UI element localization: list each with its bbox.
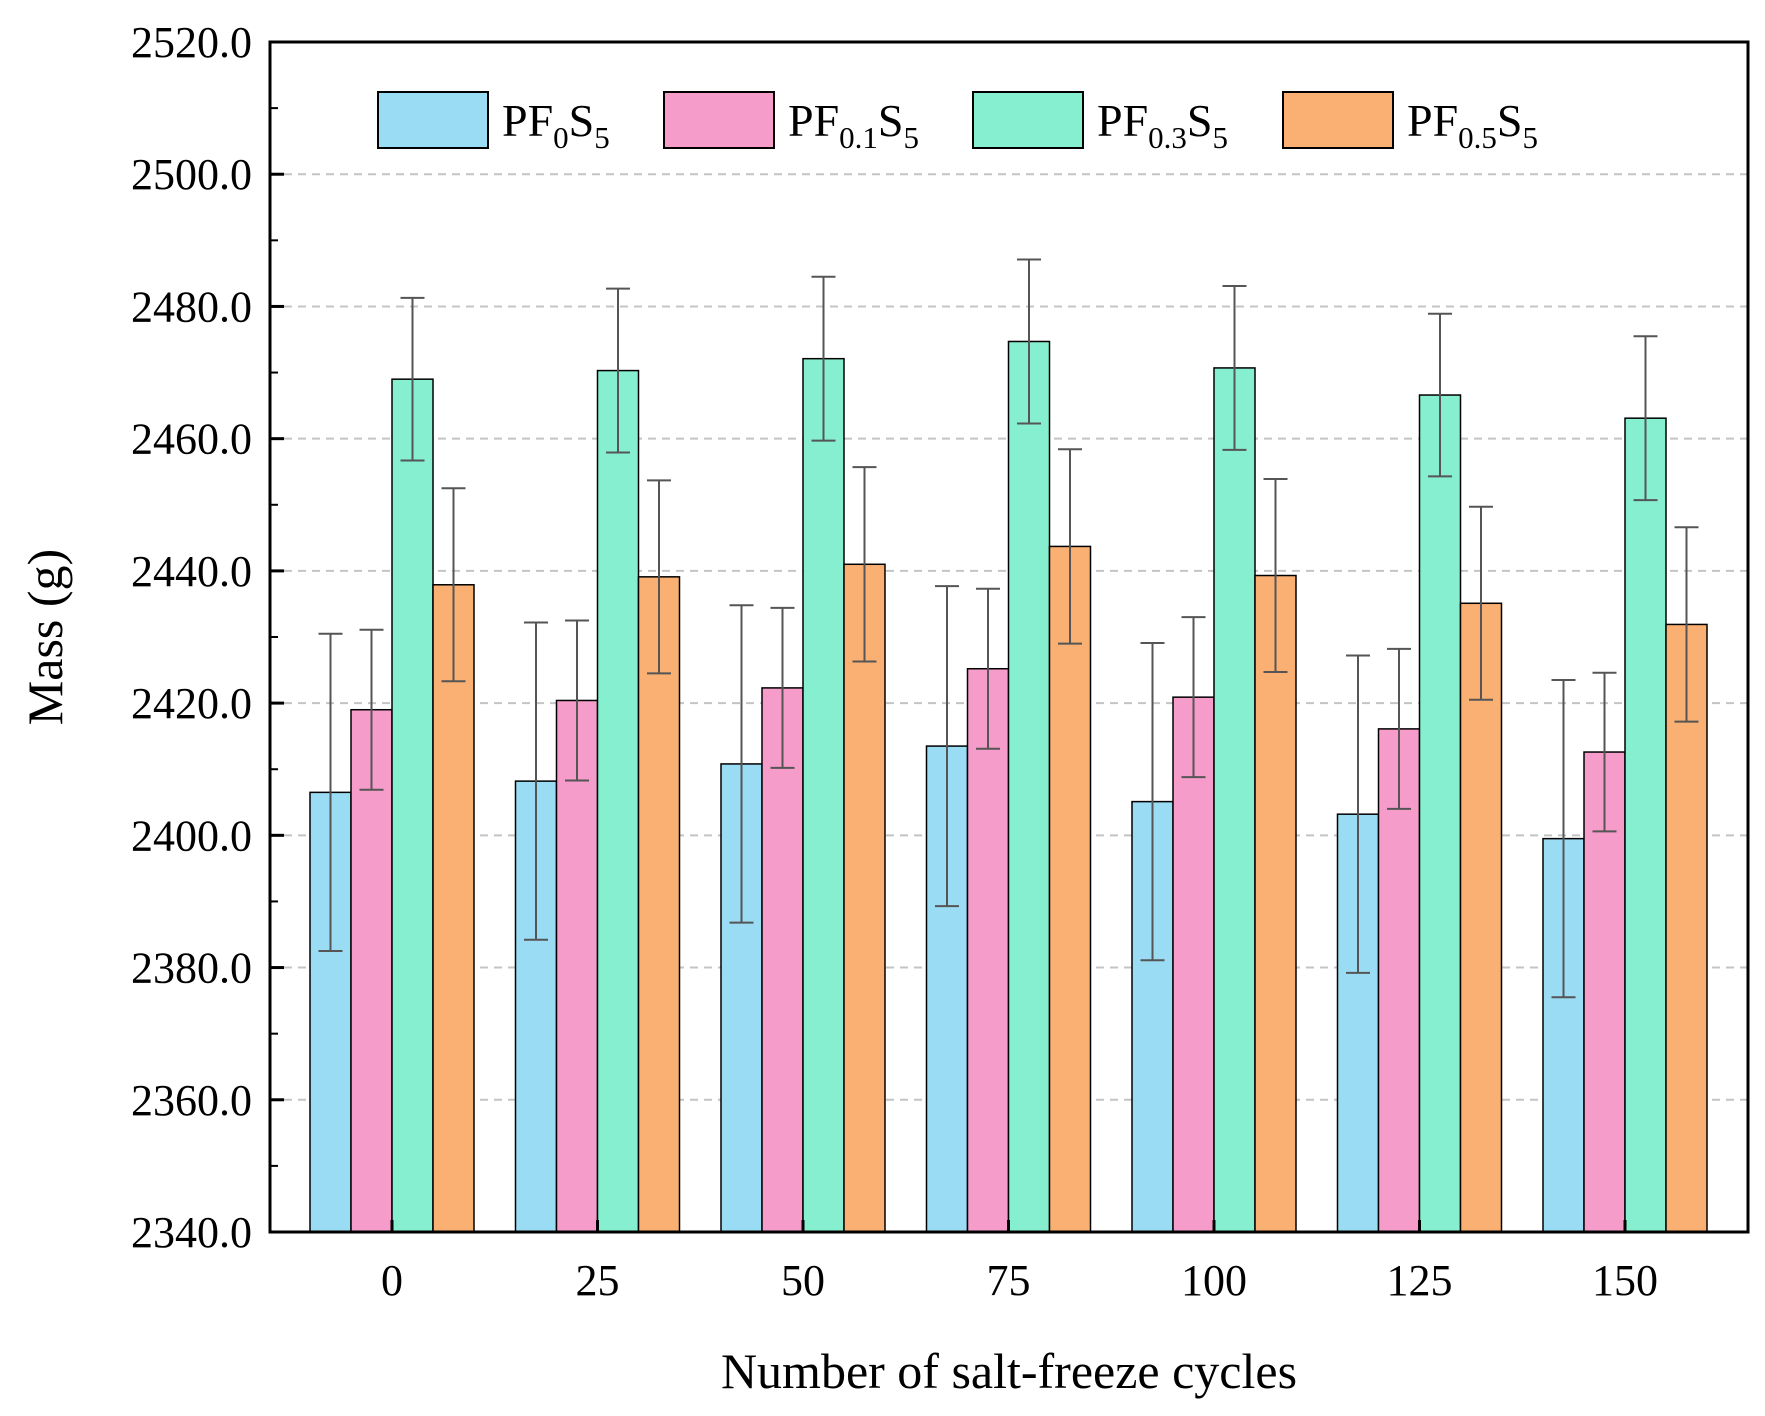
legend-swatch (377, 91, 489, 149)
x-tick-label: 150 (1592, 1256, 1658, 1305)
bar (761, 687, 804, 1233)
bar (802, 357, 845, 1233)
legend-item: PF0.3S5 (972, 91, 1228, 155)
y-tick-label: 2520.0 (131, 18, 252, 67)
y-axis: 2340.0 2360.0 2380.0 2400.0 2420.0 2440.0 2460… (131, 18, 284, 1257)
legend-item: PF0.5S5 (1282, 91, 1538, 155)
y-tick-label: 2340.0 (131, 1208, 252, 1257)
bars (309, 340, 1708, 1233)
legend-label: PF0.5S5 (1407, 95, 1538, 155)
y-tick-label: 2480.0 (131, 282, 252, 331)
x-tick-label: 100 (1181, 1256, 1247, 1305)
bar (1254, 574, 1297, 1233)
legend-item: PF0S5 (377, 91, 610, 155)
legend-swatch (972, 91, 1084, 149)
x-tick-label: 125 (1387, 1256, 1453, 1305)
x-axis-title: Number of salt-freeze cycles (721, 1343, 1297, 1399)
bar (1048, 545, 1092, 1233)
legend-swatch (1282, 91, 1394, 149)
bar (350, 708, 393, 1233)
x-axis: 0 25 50 75 100 125 150 (381, 1220, 1658, 1305)
y-tick-label: 2500.0 (131, 150, 252, 199)
x-tick-label: 50 (781, 1256, 825, 1305)
x-tick-label: 0 (381, 1256, 403, 1305)
y-tick-label: 2460.0 (131, 415, 252, 464)
bar (1459, 602, 1503, 1233)
legend-swatch (663, 91, 775, 149)
y-tick-label: 2400.0 (131, 811, 252, 860)
bar (1213, 367, 1256, 1233)
y-axis-title: Mass (g) (17, 549, 73, 725)
bar (596, 369, 640, 1233)
bar (1007, 340, 1051, 1233)
legend-label: PF0.3S5 (1097, 95, 1228, 155)
error-bars (318, 258, 1699, 999)
x-tick-label: 25 (576, 1256, 620, 1305)
y-tick-label: 2420.0 (131, 679, 252, 728)
legend-label: PF0.1S5 (788, 95, 919, 155)
x-tick-label: 75 (987, 1256, 1031, 1305)
y-tick-label: 2360.0 (131, 1076, 252, 1125)
legend: PF0S5 PF0.1S5 PF0.3S5 PF0.5S5 (377, 91, 1538, 155)
bar (391, 378, 434, 1233)
y-tick-label: 2440.0 (131, 547, 252, 596)
bar (637, 576, 681, 1233)
legend-label: PF0S5 (502, 95, 610, 155)
bar (843, 563, 886, 1233)
y-tick-label: 2380.0 (131, 944, 252, 993)
bar (1418, 394, 1462, 1233)
bar (1624, 417, 1667, 1233)
bar (966, 667, 1010, 1233)
legend-item: PF0.1S5 (663, 91, 919, 155)
